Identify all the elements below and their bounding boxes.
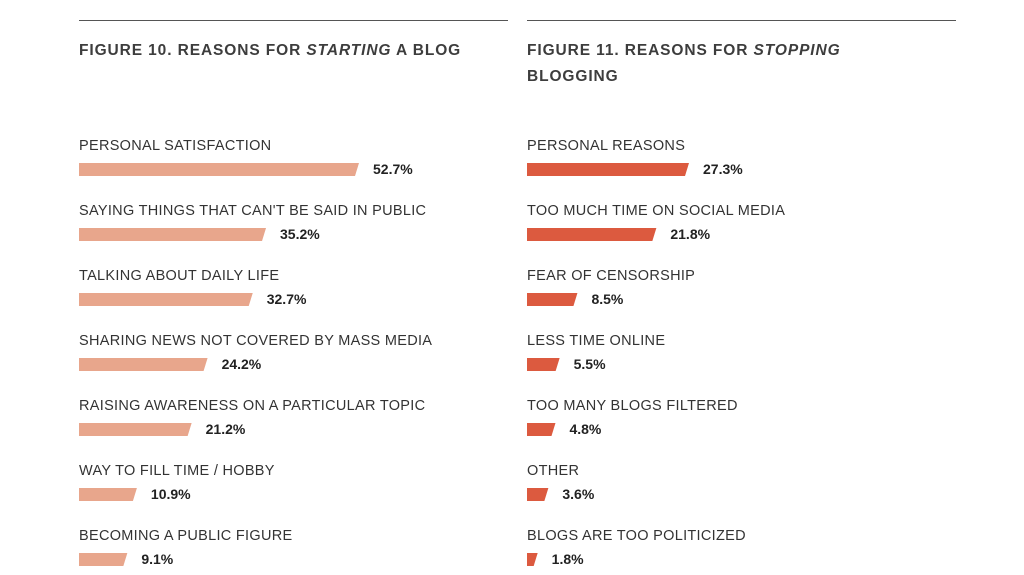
category-label: LESS TIME ONLINE	[527, 333, 665, 349]
value-label: 4.8%	[569, 421, 601, 437]
bar	[527, 293, 578, 306]
bar	[527, 488, 549, 501]
value-label: 3.6%	[562, 486, 594, 502]
bar	[527, 423, 556, 436]
category-label: SAYING THINGS THAT CAN'T BE SAID IN PUBL…	[79, 203, 426, 219]
title-emphasis: STARTING	[306, 42, 392, 59]
bar	[79, 423, 192, 436]
bar-chart-stopping: PERSONAL REASONS 27.3% TOO MUCH TIME ON SO…	[527, 138, 785, 567]
category-label: PERSONAL SATISFACTION	[79, 138, 271, 154]
category-label: FEAR OF CENSORSHIP	[527, 268, 695, 284]
value-label: 27.3%	[703, 161, 743, 177]
bar	[527, 163, 689, 176]
bar	[79, 553, 128, 566]
category-label: PERSONAL REASONS	[527, 138, 685, 154]
bar-chart-starting: PERSONAL SATISFACTION 52.7% SAYING THINGS …	[79, 138, 432, 567]
bar	[527, 553, 538, 566]
value-label: 24.2%	[222, 356, 262, 372]
category-label: BECOMING A PUBLIC FIGURE	[79, 528, 292, 544]
bar	[79, 228, 267, 241]
value-label: 10.9%	[151, 486, 191, 502]
category-label: TOO MANY BLOGS FILTERED	[527, 398, 738, 414]
value-label: 5.5%	[574, 356, 606, 372]
value-label: 21.2%	[206, 421, 246, 437]
bar	[79, 293, 253, 306]
title-part: FIGURE 11. REASONS FOR	[527, 42, 754, 59]
figure-10-panel: FIGURE 10. REASONS FOR STARTING A BLOG P…	[79, 0, 508, 575]
bar	[527, 228, 657, 241]
title-part: A BLOG	[391, 42, 462, 59]
title-part: BLOGGING	[527, 68, 619, 85]
category-label: WAY TO FILL TIME / HOBBY	[79, 463, 275, 479]
value-label: 35.2%	[280, 226, 320, 242]
value-label: 52.7%	[373, 161, 413, 177]
title-emphasis: STOPPING	[753, 42, 841, 59]
chart-title: FIGURE 10. REASONS FOR STARTING A BLOG	[79, 38, 499, 64]
value-label: 21.8%	[670, 226, 710, 242]
bar	[79, 163, 359, 176]
bar	[79, 358, 208, 371]
category-label: OTHER	[527, 463, 579, 479]
category-label: SHARING NEWS NOT COVERED BY MASS MEDIA	[79, 333, 432, 349]
bar	[79, 488, 137, 501]
category-label: TALKING ABOUT DAILY LIFE	[79, 268, 279, 284]
value-label: 1.8%	[552, 551, 584, 567]
title-part: FIGURE 10. REASONS FOR	[79, 42, 307, 59]
category-label: TOO MUCH TIME ON SOCIAL MEDIA	[527, 203, 785, 219]
top-rule	[527, 20, 956, 21]
category-label: BLOGS ARE TOO POLITICIZED	[527, 528, 746, 544]
value-label: 8.5%	[591, 291, 623, 307]
bar	[527, 358, 560, 371]
value-label: 9.1%	[141, 551, 173, 567]
top-rule	[79, 20, 508, 21]
figure-11-panel: FIGURE 11. REASONS FOR STOPPING BLOGGING…	[527, 0, 956, 575]
chart-title: FIGURE 11. REASONS FOR STOPPING BLOGGING	[527, 38, 887, 90]
value-label: 32.7%	[267, 291, 307, 307]
category-label: RAISING AWARENESS ON A PARTICULAR TOPIC	[79, 398, 425, 414]
